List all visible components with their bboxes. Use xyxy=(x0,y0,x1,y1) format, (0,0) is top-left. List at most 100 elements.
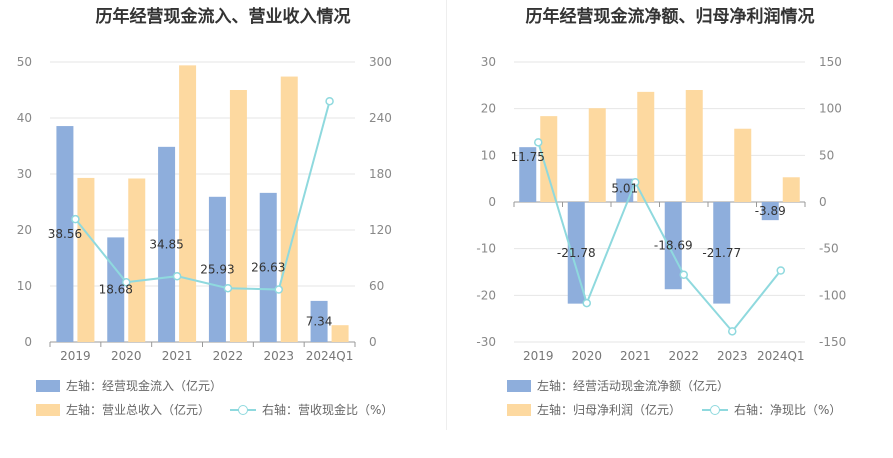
y-left-tick-label: 10 xyxy=(481,148,496,162)
legend-swatch-bar-blue xyxy=(36,379,60,392)
x-tick-label: 2022 xyxy=(213,349,244,363)
bar xyxy=(259,192,277,342)
y-right-tick-label: 120 xyxy=(369,223,392,237)
data-label: 18.68 xyxy=(99,283,133,297)
bar xyxy=(280,76,298,342)
chart-right: -30-20-100102030-150-100-500501001502019… xyxy=(476,55,846,363)
y-right-tick-label: -50 xyxy=(819,242,839,256)
y-left-tick-label: -10 xyxy=(476,242,496,256)
y-left-tick-label: 30 xyxy=(17,167,32,181)
line-point xyxy=(274,285,283,294)
x-tick-label: 2021 xyxy=(162,349,193,363)
series-line xyxy=(74,100,331,291)
bar xyxy=(519,147,537,202)
bar xyxy=(331,325,349,342)
bar xyxy=(310,300,328,342)
data-label: -21.77 xyxy=(702,246,741,260)
legend-revenue[interactable]: 左轴：营业总收入（亿元） xyxy=(36,402,210,418)
y-right-tick-label: 100 xyxy=(819,102,842,116)
x-tick-label: 2019 xyxy=(523,349,554,363)
y-right-tick-label: 150 xyxy=(819,55,842,69)
x-tick-label: 2020 xyxy=(571,349,602,363)
legend-swatch-bar-orange xyxy=(507,403,531,416)
bar xyxy=(782,177,800,202)
legend-label: 左轴：营业总收入（亿元） xyxy=(66,403,211,417)
y-right-tick-label: 0 xyxy=(369,335,377,349)
line-point xyxy=(172,271,182,281)
chart-title-left: 历年经营现金流入、营业收入情况 xyxy=(95,7,351,27)
x-tick-label: 2019 xyxy=(60,349,91,363)
data-label: 38.56 xyxy=(48,227,82,241)
y-left-tick-label: 0 xyxy=(24,335,32,349)
x-tick-label: 2024Q1 xyxy=(306,349,354,363)
legend-cash-inflow[interactable]: 左轴：经营现金流入（亿元） xyxy=(36,378,222,394)
data-label: 7.34 xyxy=(306,314,333,328)
bar xyxy=(567,202,585,304)
chart-title-right: 历年经营现金流净额、归母净利润情况 xyxy=(525,7,815,27)
bar xyxy=(713,202,731,304)
y-left-tick-label: 20 xyxy=(17,223,32,237)
legend-label: 左轴：归母净利润（亿元） xyxy=(537,403,682,417)
legend-cash-revenue-ratio[interactable]: 右轴：营收现金比（%） xyxy=(230,402,393,418)
bar xyxy=(685,90,703,202)
bar xyxy=(128,178,146,342)
data-label: 34.85 xyxy=(149,237,183,251)
y-right-tick-label: 60 xyxy=(369,279,384,293)
x-tick-label: 2021 xyxy=(620,349,651,363)
y-left-tick-label: 40 xyxy=(17,111,32,125)
bar xyxy=(208,196,226,342)
panel-divider xyxy=(446,0,447,430)
y-right-tick-label: 50 xyxy=(819,148,834,162)
y-left-tick-label: -30 xyxy=(476,335,496,349)
data-label: 5.01 xyxy=(611,182,638,196)
bar xyxy=(179,65,197,343)
y-right-tick-label: 0 xyxy=(819,195,827,209)
bar xyxy=(77,177,95,342)
bar xyxy=(588,108,606,202)
line-point xyxy=(776,266,785,275)
data-label: -21.78 xyxy=(557,246,596,260)
legend-net-cash-ratio[interactable]: 右轴：净现比（%） xyxy=(702,402,841,418)
line-point xyxy=(71,214,80,224)
y-right-tick-label: -150 xyxy=(819,335,846,349)
data-label: 11.75 xyxy=(511,150,545,164)
bar xyxy=(734,128,752,202)
y-right-tick-label: 300 xyxy=(369,55,392,69)
bar xyxy=(637,91,655,202)
line-point xyxy=(631,177,640,187)
legend-net-cash-flow[interactable]: 左轴：经营活动现金流净额（亿元） xyxy=(507,378,729,394)
legend-swatch-line-icon xyxy=(702,404,728,416)
line-point xyxy=(223,283,233,293)
line-point xyxy=(582,298,591,308)
legend-net-profit[interactable]: 左轴：归母净利润（亿元） xyxy=(507,402,681,418)
data-label: -18.69 xyxy=(654,239,693,253)
data-label: -3.89 xyxy=(755,204,786,218)
legend-label: 右轴：净现比（%） xyxy=(734,403,842,417)
data-label: 25.93 xyxy=(200,262,234,276)
y-left-tick-label: 20 xyxy=(481,102,496,116)
y-left-tick-label: 30 xyxy=(481,55,496,69)
legend-swatch-bar-blue xyxy=(507,379,531,392)
y-right-tick-label: 180 xyxy=(369,167,392,181)
legend-label: 左轴：经营现金流入（亿元） xyxy=(66,379,223,393)
y-right-tick-label: -100 xyxy=(819,288,846,302)
line-point xyxy=(679,270,688,279)
y-left-tick-label: 10 xyxy=(17,279,32,293)
bar xyxy=(540,116,558,202)
x-tick-label: 2022 xyxy=(668,349,699,363)
line-point xyxy=(728,327,737,336)
x-tick-label: 2023 xyxy=(263,349,294,363)
data-label: 26.63 xyxy=(251,260,285,274)
line-point xyxy=(534,138,543,147)
bar xyxy=(56,126,74,343)
y-left-tick-label: 50 xyxy=(17,55,32,69)
bar xyxy=(158,146,176,342)
y-right-tick-label: 240 xyxy=(369,111,392,125)
line-point xyxy=(122,278,131,287)
bar xyxy=(664,202,682,290)
legend-label: 右轴：营收现金比（%） xyxy=(262,403,394,417)
chart-left: 0 10 20 30 40 50 0 60 120 180 240 300 2019 2020 2021 20… xyxy=(17,55,392,363)
y-left-tick-label: 0 xyxy=(488,195,496,209)
line-point xyxy=(325,96,334,106)
